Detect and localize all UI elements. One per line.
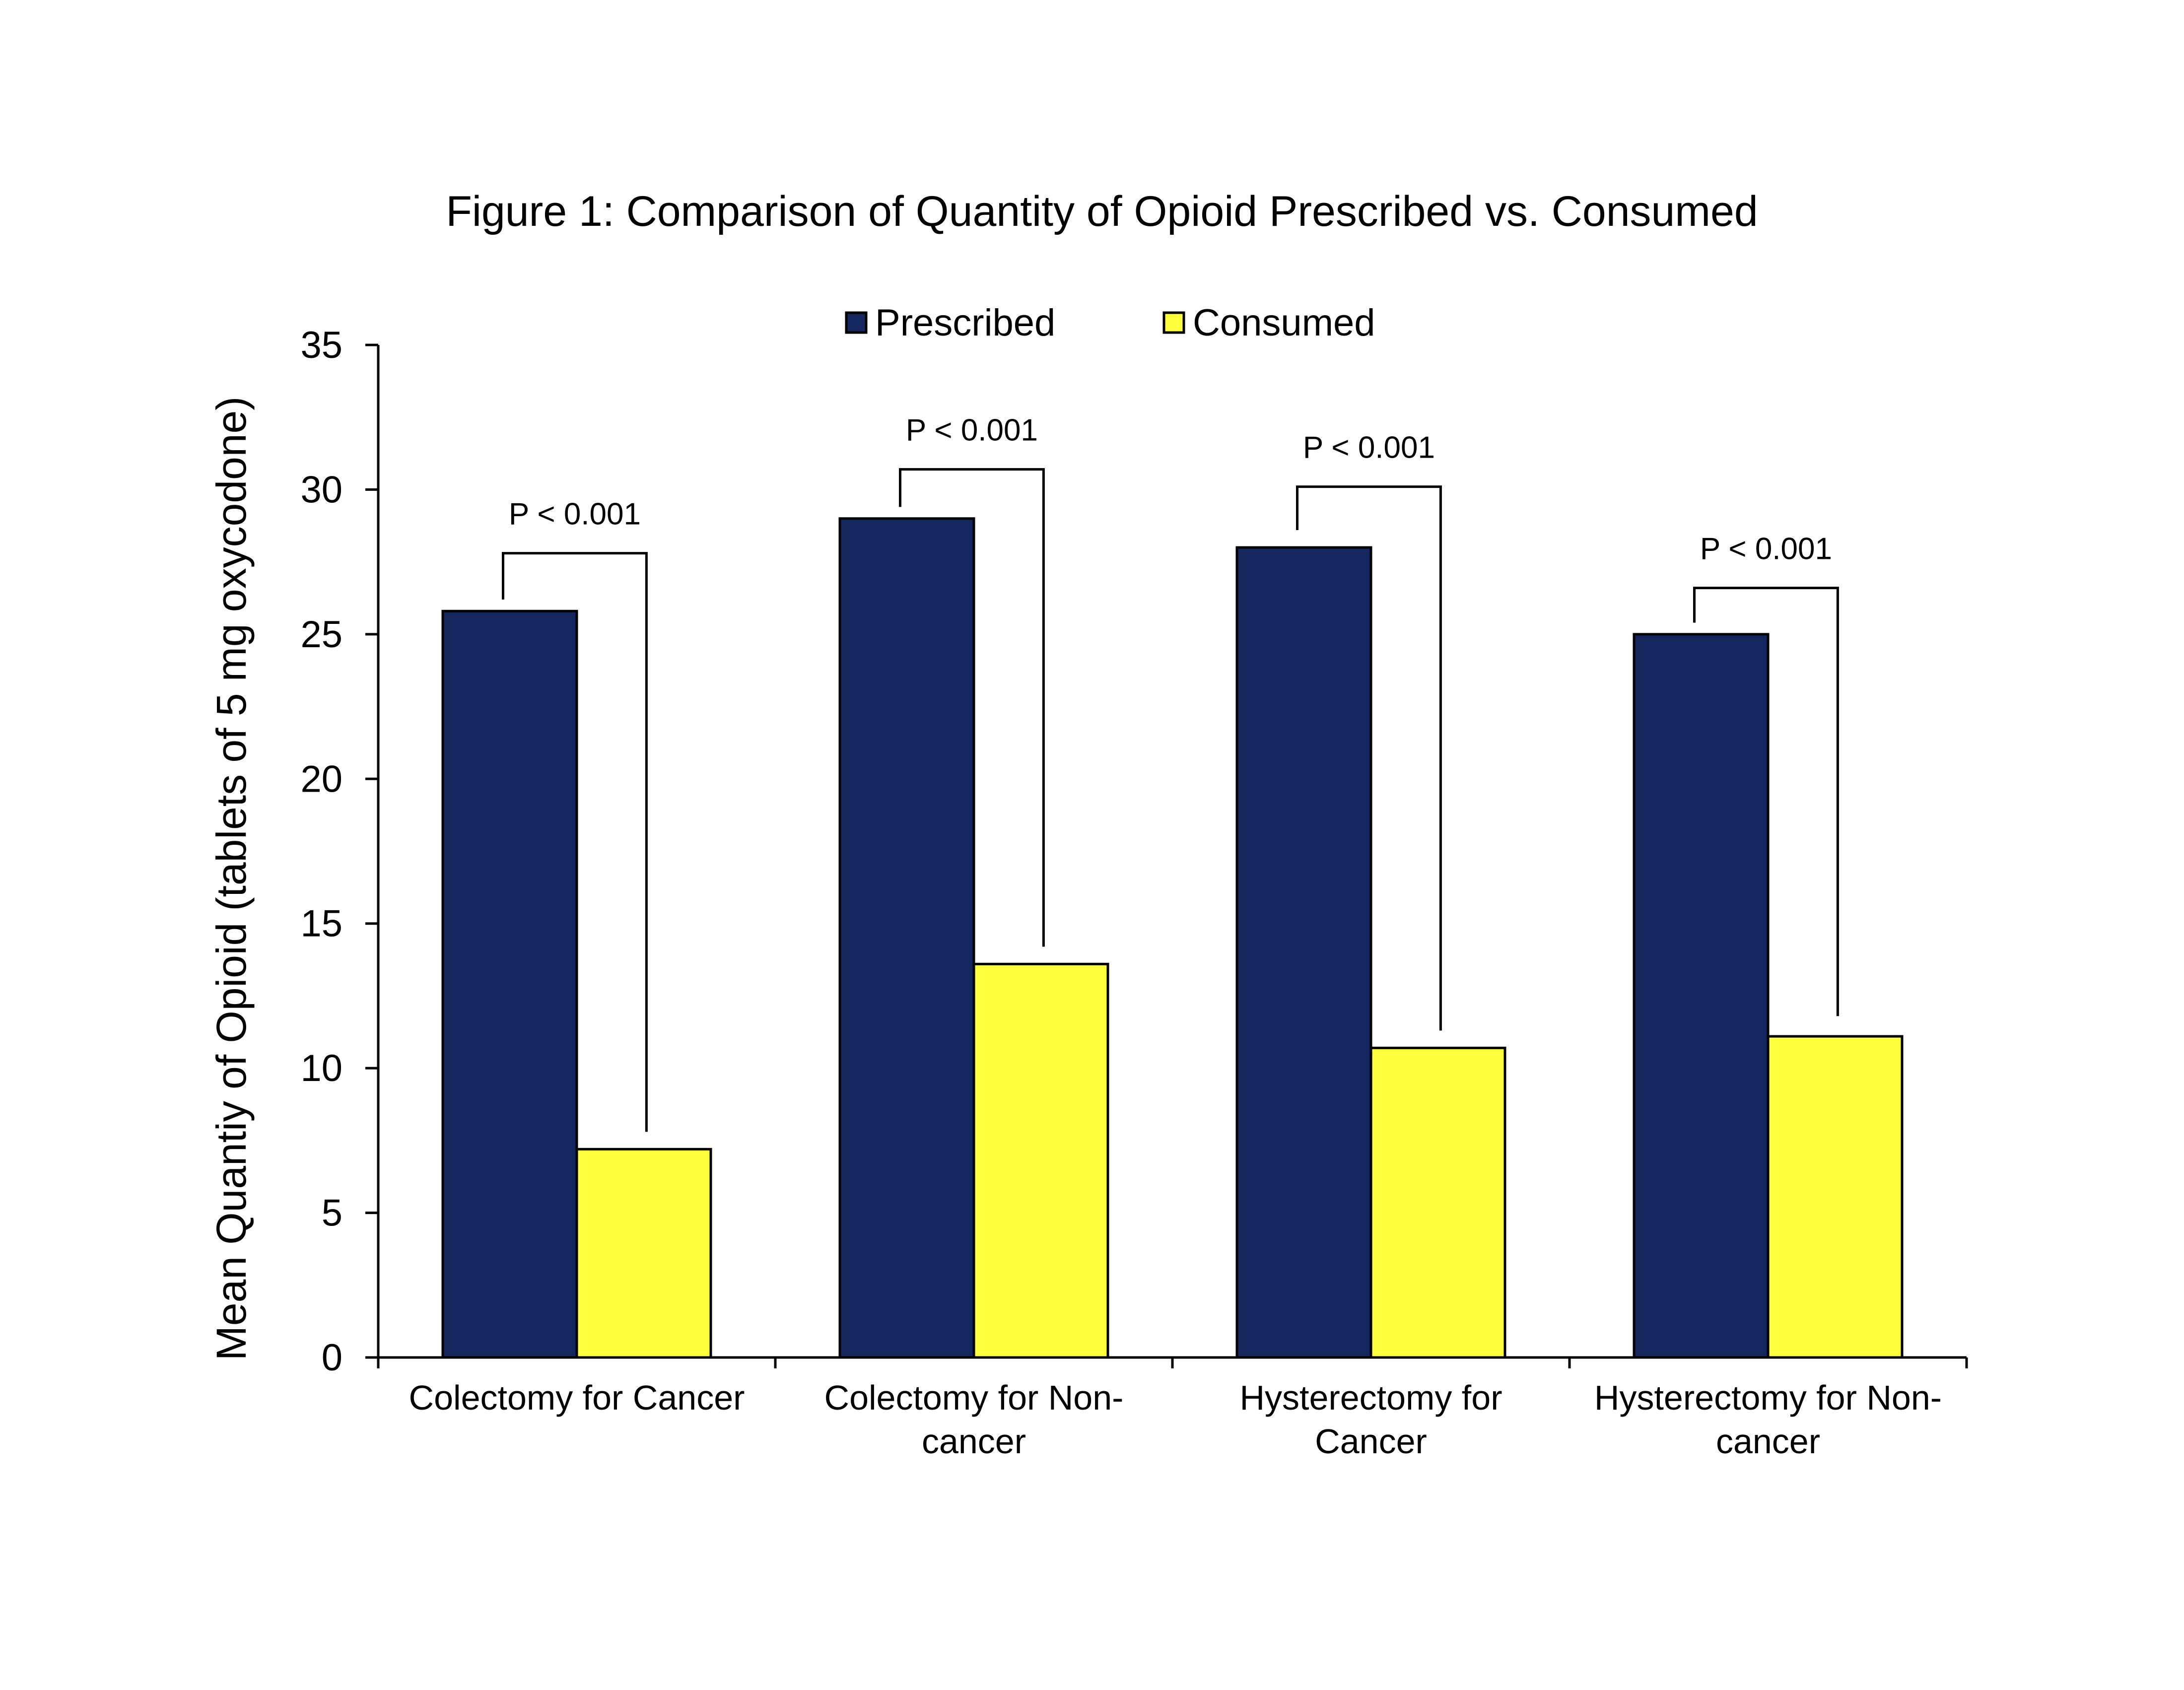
p-value-label-3: P < 0.001 xyxy=(1700,532,1832,566)
y-tick-label-35: 35 xyxy=(300,324,342,366)
p-value-label-2: P < 0.001 xyxy=(1303,431,1435,465)
category-label-3-line-1: cancer xyxy=(1716,1422,1820,1461)
y-tick-label-0: 0 xyxy=(322,1337,342,1379)
bar-consumed-1 xyxy=(972,962,1109,1359)
legend-swatch-prescribed xyxy=(845,311,868,334)
significance-bracket-3 xyxy=(1693,587,1839,1016)
y-tick-label-20: 20 xyxy=(300,758,342,800)
bar-prescribed-2 xyxy=(1235,546,1372,1359)
y-tick-label-25: 25 xyxy=(300,613,342,656)
category-label-2-line-1: Cancer xyxy=(1315,1422,1427,1461)
legend-label-prescribed: Prescribed xyxy=(875,302,1055,344)
y-tick-label-30: 30 xyxy=(300,469,342,511)
y-axis-label: Mean Quantiy of Opioid (tablets of 5 mg … xyxy=(208,397,255,1360)
significance-bracket-2 xyxy=(1296,485,1442,1031)
y-tick-label-15: 15 xyxy=(300,903,342,945)
category-label-3-line-0: Hysterectomy for Non- xyxy=(1594,1378,1942,1417)
bars xyxy=(441,517,1904,1359)
legend-label-consumed: Consumed xyxy=(1193,302,1375,344)
category-label-0-line-0: Colectomy for Cancer xyxy=(409,1378,745,1417)
bar-consumed-3 xyxy=(1767,1035,1904,1359)
category-label-1-line-1: cancer xyxy=(922,1422,1026,1461)
chart-title: Figure 1: Comparison of Quantity of Opio… xyxy=(446,188,1758,235)
bar-consumed-2 xyxy=(1369,1046,1506,1359)
p-value-label-0: P < 0.001 xyxy=(509,497,641,532)
bar-prescribed-1 xyxy=(838,517,975,1359)
category-label-2-line-0: Hysterectomy for xyxy=(1240,1378,1502,1417)
bar-prescribed-3 xyxy=(1633,633,1770,1359)
category-label-1-line-0: Colectomy for Non- xyxy=(824,1378,1124,1417)
bar-consumed-0 xyxy=(575,1148,712,1359)
y-tick-label-5: 5 xyxy=(322,1192,342,1234)
significance-bracket-1 xyxy=(899,468,1045,947)
bar-prescribed-0 xyxy=(441,609,578,1359)
legend-swatch-consumed xyxy=(1162,311,1185,334)
significance-bracket-0 xyxy=(502,552,648,1132)
category-labels: Colectomy for Cancer Colectomy for Non-ca… xyxy=(409,1378,1942,1461)
significance-brackets: P < 0.001 P < 0.001 P < 0.001 P < 0.001 xyxy=(502,413,1839,1132)
p-value-label-1: P < 0.001 xyxy=(906,413,1038,448)
y-tick-label-10: 10 xyxy=(300,1047,342,1089)
legend: Prescribed Consumed xyxy=(845,302,1375,344)
